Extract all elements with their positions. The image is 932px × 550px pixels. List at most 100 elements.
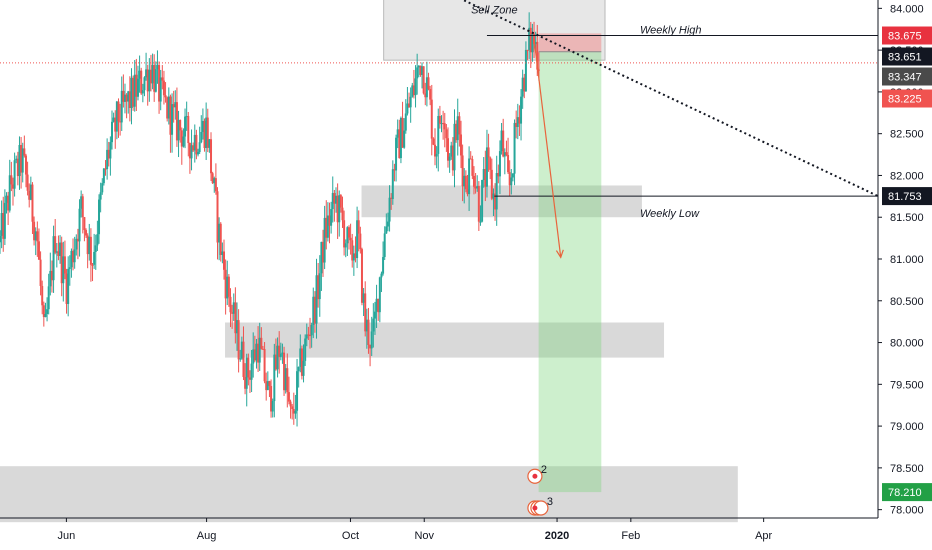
candle-body: [54, 236, 57, 253]
candle-body: [20, 144, 23, 173]
candle-body: [119, 121, 122, 123]
candle-body: [477, 186, 480, 222]
candle-body: [469, 158, 472, 160]
candle-body: [72, 250, 75, 263]
event-marker-dot: [532, 505, 538, 511]
candle-body: [421, 66, 424, 75]
candle-body: [231, 312, 234, 314]
candle-body: [401, 117, 404, 148]
weekly-high-label: Weekly High: [640, 25, 702, 37]
candle-body: [536, 41, 539, 70]
candle-body: [211, 173, 214, 184]
candle-body: [135, 74, 138, 97]
candle-body: [136, 78, 139, 97]
candle-body: [495, 173, 498, 210]
candle-body: [16, 158, 19, 177]
candle-body: [185, 116, 188, 118]
lines-layer: [0, 0, 879, 259]
candle-body: [106, 149, 109, 170]
candle-body: [227, 276, 230, 297]
candle-body: [330, 209, 333, 226]
candle-body: [377, 298, 380, 313]
candle-body: [445, 129, 448, 139]
candle-body: [11, 184, 14, 189]
candle-body: [200, 132, 203, 143]
candle-body: [149, 69, 152, 84]
candle-body: [422, 66, 425, 94]
candle-body: [489, 157, 492, 170]
candle-body: [245, 357, 248, 389]
candle-body: [369, 345, 372, 349]
candle-body: [447, 138, 450, 161]
candle-body: [154, 69, 157, 92]
candle-body: [437, 115, 440, 154]
candle-body: [31, 184, 34, 222]
candle-body: [99, 192, 102, 200]
candle-body: [156, 65, 159, 70]
candle-body: [172, 104, 175, 108]
candle-body: [263, 349, 266, 382]
x-tick-label: Jun: [58, 530, 76, 542]
candle-body: [2, 212, 5, 239]
candle-body: [232, 302, 235, 314]
candle-body: [26, 174, 29, 191]
candle-body: [458, 116, 461, 135]
candle-body: [89, 236, 92, 265]
candle-body: [62, 256, 65, 284]
candle-body: [292, 408, 295, 414]
candle-body: [221, 251, 224, 255]
candle-body: [177, 120, 180, 141]
candle-body: [161, 77, 164, 81]
price-tag-label: 81.753: [888, 191, 922, 203]
zones-layer: [0, 0, 738, 523]
candle-body: [463, 175, 466, 187]
candle-body: [471, 159, 474, 176]
candle-body: [362, 293, 365, 303]
candle-body: [440, 123, 443, 125]
candle-body: [179, 120, 182, 131]
candle-body: [408, 103, 411, 108]
candle-body: [325, 217, 328, 238]
candle-body: [101, 183, 104, 193]
price-tag-label: 83.651: [888, 52, 922, 64]
candle-body: [206, 117, 209, 148]
support-zone-0: [361, 185, 642, 218]
candle-body: [151, 65, 154, 84]
candle-body: [184, 116, 187, 137]
candle-body: [341, 207, 344, 221]
candle-body: [468, 158, 471, 195]
position-target-area: [538, 51, 602, 493]
candle-body: [481, 180, 484, 222]
candle-body: [248, 377, 251, 380]
candle-body: [312, 296, 315, 325]
candle-body: [461, 155, 464, 187]
candle-body: [304, 338, 307, 361]
price-tag-bg: [882, 26, 932, 45]
candle-body: [302, 360, 305, 376]
candle-body: [443, 123, 446, 130]
price-tag-label: 83.347: [888, 72, 922, 84]
support-zone-1: [225, 322, 665, 358]
position-layer: [538, 33, 602, 493]
x-tick-label: Feb: [621, 530, 640, 542]
candle-body: [503, 152, 506, 157]
candle-body: [323, 217, 326, 263]
axes-layer: 78.000 78.500 79.000 79.500 80.000 80.500 81.0…: [0, 0, 924, 542]
candle-body: [279, 353, 282, 357]
candle-body: [67, 268, 70, 304]
candle-body: [412, 85, 415, 96]
candle-body: [234, 302, 237, 334]
candle-body: [294, 410, 297, 414]
candle-body: [432, 138, 435, 145]
candle-body: [47, 286, 50, 310]
candle-body: [138, 70, 141, 79]
candle-body: [44, 313, 47, 318]
candle-body: [21, 148, 24, 173]
candle-body: [205, 117, 208, 148]
y-tick-label: 82.500: [890, 129, 924, 141]
candle-body: [274, 354, 277, 370]
price-tag-bg: [882, 47, 932, 66]
candle-body: [158, 65, 161, 102]
candle-body: [5, 195, 8, 203]
